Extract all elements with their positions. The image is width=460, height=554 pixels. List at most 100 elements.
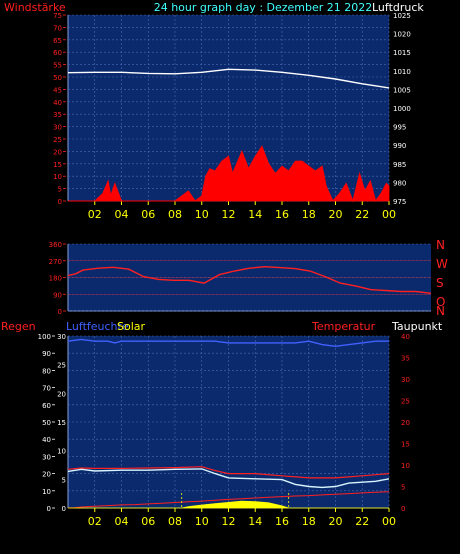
y-tick-label-2: 0 xyxy=(58,308,62,316)
y-inner-tick-label: 0 xyxy=(62,505,66,513)
y-inner-tick-label: 20 xyxy=(57,390,66,398)
y-tick-label-1: 65 xyxy=(53,37,62,45)
y2-tick-label-1: 1005 xyxy=(393,86,411,94)
y2-tick-label-3: 10 xyxy=(401,462,410,470)
x-tick-label-1: 22 xyxy=(355,208,369,221)
wind-direction-line xyxy=(67,265,432,294)
y2-tick-label-3: 5 xyxy=(401,484,405,492)
solar-area xyxy=(68,500,389,509)
y-tick-label-2: 360 xyxy=(49,241,62,249)
y-tick-label-1: 40 xyxy=(53,99,62,107)
compass-n-bottom: N xyxy=(436,304,445,318)
y2-tick-label-1: 1025 xyxy=(393,12,411,20)
y-tick-label-1: 30 xyxy=(53,124,62,132)
y-tick-label-2: 270 xyxy=(49,258,62,266)
x-tick-label-1: 08 xyxy=(168,208,182,221)
y2-tick-label-3: 15 xyxy=(401,441,410,449)
x-tick-label-3: 04 xyxy=(115,515,129,528)
y-tick-label-1: 35 xyxy=(53,111,62,119)
y-tick-label-3: 100 xyxy=(38,333,51,341)
y-tick-label-1: 75 xyxy=(53,12,62,20)
pressure-line xyxy=(67,68,390,89)
x-tick-label-3: 00 xyxy=(382,515,396,528)
y-tick-label-1: 50 xyxy=(53,74,62,82)
x-tick-label-1: 12 xyxy=(222,208,236,221)
y-tick-label-1: 25 xyxy=(53,136,62,144)
y-tick-label-1: 10 xyxy=(53,173,62,181)
compass-n-top: N xyxy=(436,238,445,252)
temperature-line xyxy=(67,466,390,479)
y-inner-tick-label: 30 xyxy=(57,333,66,341)
y-tick-label-1: 20 xyxy=(53,148,62,156)
y2-tick-label-1: 985 xyxy=(393,161,406,169)
y2-tick-label-3: 0 xyxy=(401,505,405,513)
rain-line xyxy=(67,491,390,509)
y2-tick-label-3: 40 xyxy=(401,333,410,341)
dewpoint-label: Taupunkt xyxy=(391,320,443,333)
y-tick-label-3: 50 xyxy=(42,419,51,427)
y-tick-label-1: 15 xyxy=(53,161,62,169)
y-tick-label-1: 5 xyxy=(58,186,62,194)
x-tick-label-3: 12 xyxy=(222,515,236,528)
x-tick-label-3: 10 xyxy=(195,515,209,528)
y-tick-label-3: 80 xyxy=(42,367,51,375)
y-inner-tick-label: 5 xyxy=(62,476,66,484)
y2-tick-label-1: 1015 xyxy=(393,49,411,57)
x-tick-label-3: 06 xyxy=(141,515,155,528)
humidity-label: Luftfeuchte xyxy=(66,320,129,333)
y-tick-label-3: 40 xyxy=(42,436,51,444)
x-tick-label-1: 04 xyxy=(115,208,129,221)
y2-tick-label-3: 25 xyxy=(401,398,410,406)
y-tick-label-1: 0 xyxy=(58,198,62,206)
x-tick-label-1: 06 xyxy=(141,208,155,221)
y-tick-label-3: 60 xyxy=(42,402,51,410)
y2-tick-label-1: 990 xyxy=(393,142,406,150)
y-tick-label-3: 90 xyxy=(42,350,51,358)
y2-tick-label-3: 35 xyxy=(401,355,410,363)
x-tick-label-1: 10 xyxy=(195,208,209,221)
dewpoint-line xyxy=(67,468,390,489)
x-tick-label-1: 00 xyxy=(382,208,396,221)
y-inner-tick-label: 15 xyxy=(57,419,66,427)
y-tick-label-2: 90 xyxy=(53,291,62,299)
x-tick-label-3: 22 xyxy=(355,515,369,528)
y-inner-tick-label: 25 xyxy=(57,362,66,370)
y-tick-label-1: 55 xyxy=(53,62,62,70)
compass-o: O xyxy=(436,295,445,309)
x-tick-label-3: 18 xyxy=(302,515,316,528)
y-tick-label-2: 180 xyxy=(49,275,62,283)
y-tick-label-1: 60 xyxy=(53,49,62,57)
x-tick-label-1: 14 xyxy=(248,208,262,221)
humidity-line xyxy=(67,338,389,348)
x-tick-label-3: 20 xyxy=(329,515,343,528)
chart-title: 24 hour graph day : Dezember 21 2022 xyxy=(154,1,373,14)
header-right-label: Luftdruck xyxy=(372,1,424,14)
x-tick-label-3: 08 xyxy=(168,515,182,528)
y2-tick-label-3: 30 xyxy=(401,376,410,384)
x-tick-label-1: 20 xyxy=(329,208,343,221)
x-tick-label-3: 02 xyxy=(88,515,102,528)
y-tick-label-3: 0 xyxy=(47,505,51,513)
x-tick-label-1: 02 xyxy=(88,208,102,221)
solar-label: Solar xyxy=(117,320,146,333)
y-tick-label-3: 30 xyxy=(42,453,51,461)
y2-tick-label-1: 1000 xyxy=(393,105,411,113)
y2-tick-label-1: 1020 xyxy=(393,31,411,39)
y2-tick-label-1: 1010 xyxy=(393,68,411,76)
y-tick-label-3: 70 xyxy=(42,385,51,393)
compass-w: W xyxy=(436,257,448,271)
wind-gust-line xyxy=(68,145,390,203)
y-tick-label-3: 20 xyxy=(42,471,51,479)
y2-tick-label-1: 980 xyxy=(393,179,406,187)
header-left-label: Windstärke xyxy=(4,1,66,14)
rain-label: Regen xyxy=(1,320,36,333)
y-tick-label-3: 10 xyxy=(42,488,51,496)
compass-s: S xyxy=(436,276,444,290)
y-tick-label-1: 45 xyxy=(53,86,62,94)
temperature-label: Temperatur xyxy=(311,320,376,333)
panels-layer: 0510152025303540455055606570759759809859… xyxy=(38,12,432,528)
y-tick-label-1: 70 xyxy=(53,24,62,32)
x-tick-label-1: 18 xyxy=(302,208,316,221)
y2-tick-label-3: 20 xyxy=(401,419,410,427)
y2-tick-label-1: 995 xyxy=(393,124,406,132)
